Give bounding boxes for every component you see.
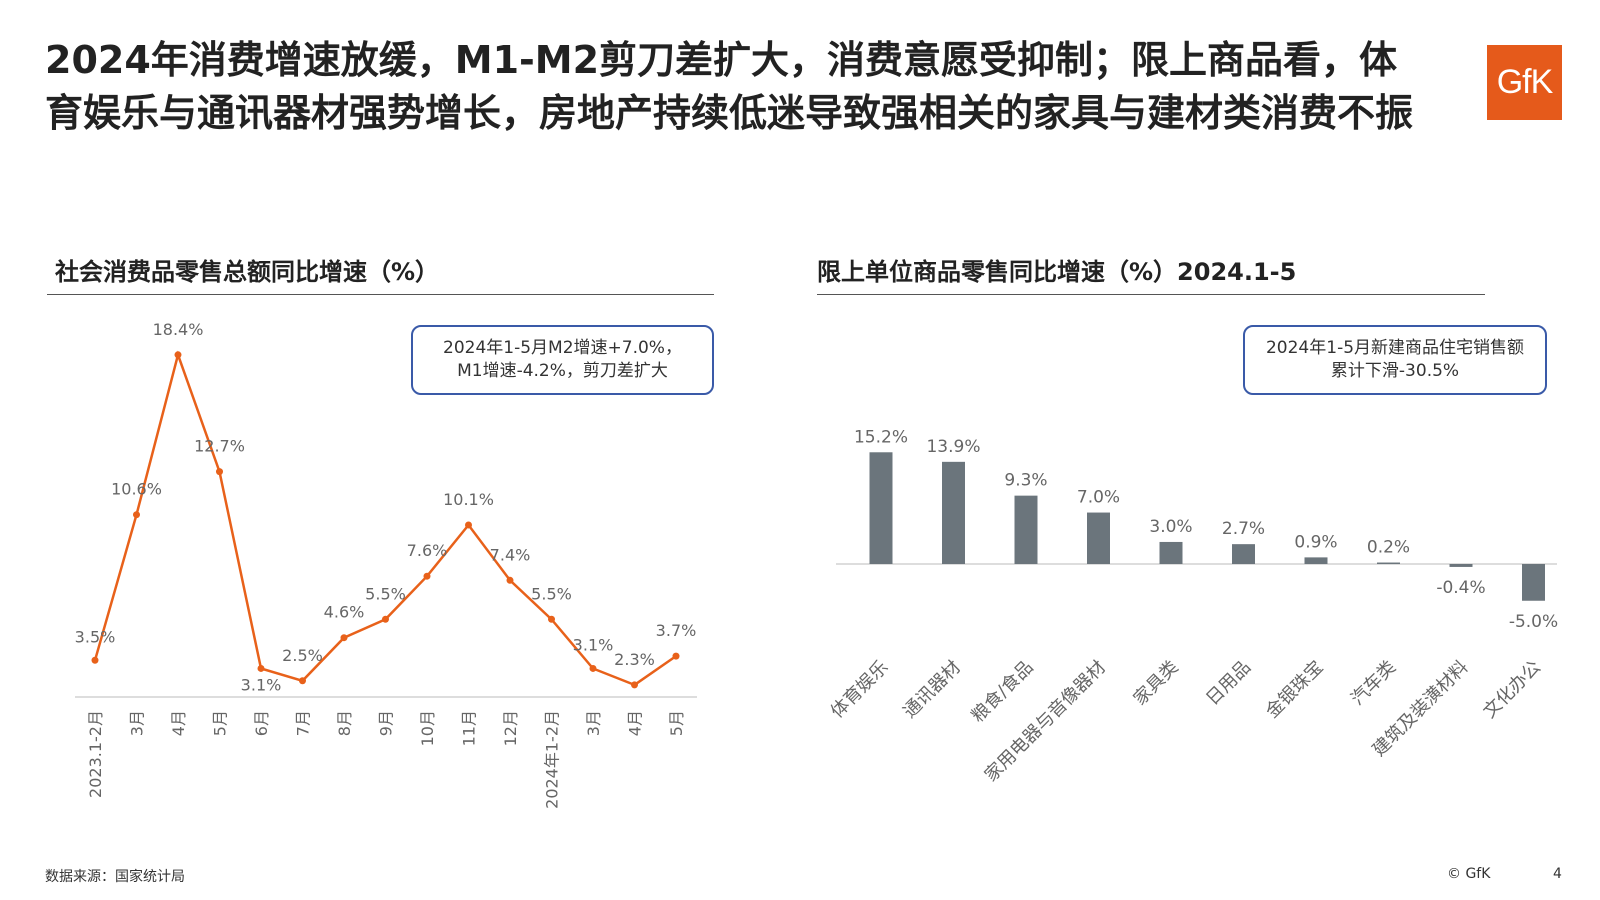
- bar-data-label: 2.7%: [1222, 519, 1265, 539]
- bar-category-label: 汽车类: [1347, 657, 1400, 710]
- bar: [1304, 557, 1328, 564]
- line-data-label: 7.6%: [407, 541, 448, 560]
- line-data-label: 18.4%: [153, 320, 204, 339]
- bar-category-label: 家具类: [1130, 657, 1183, 710]
- line-x-tick-label: 3月: [128, 710, 147, 736]
- bar-category-label: 文化办公: [1479, 657, 1545, 723]
- line-data-label: 3.5%: [75, 627, 116, 646]
- line-data-label: 2.3%: [614, 650, 655, 669]
- line-x-tick-label: 3月: [584, 710, 603, 736]
- line-x-tick-label: 5月: [211, 710, 230, 736]
- line-data-label: 5.5%: [365, 584, 406, 603]
- line-x-tick-label: 8月: [335, 710, 354, 736]
- bar: [869, 452, 893, 564]
- page-title: 2024年消费增速放缓，M1-M2剪刀差扩大，消费意愿受抑制；限上商品看，体育娱…: [45, 38, 1414, 135]
- line-data-label: 5.5%: [531, 584, 572, 603]
- line-point: [174, 351, 182, 359]
- line-x-tick-label: 4月: [626, 710, 645, 736]
- bar-data-label: 3.0%: [1149, 517, 1192, 537]
- bar-category-label: 家用电器与音像器材: [981, 657, 1110, 786]
- bar-category-label: 金银珠宝: [1262, 657, 1328, 723]
- bar: [1087, 512, 1110, 564]
- line-x-tick-label: 11月: [460, 710, 479, 746]
- left-divider: [47, 294, 714, 295]
- line-x-tick-label: 9月: [377, 710, 396, 736]
- bar-category-label: 体育娱乐: [827, 657, 893, 723]
- right-divider: [817, 294, 1485, 295]
- line-x-tick-label: 5月: [667, 710, 686, 736]
- bar: [1014, 495, 1038, 564]
- line-x-tick-label: 2023.1-2月: [86, 710, 105, 798]
- line-point: [589, 664, 597, 672]
- line-x-tick-label: 12月: [501, 710, 520, 746]
- bar-category-label: 通讯器材: [899, 657, 965, 723]
- line-point: [91, 656, 99, 664]
- right-chart-subtitle: 限上单位商品零售同比增速（%）2024.1-5: [817, 258, 1297, 286]
- bar-data-label: 9.3%: [1004, 471, 1047, 491]
- bar-data-label: -0.4%: [1436, 578, 1485, 598]
- line-data-label: 12.7%: [194, 437, 245, 456]
- bar-data-label: 7.0%: [1077, 488, 1120, 508]
- line-point: [506, 576, 514, 584]
- line-x-tick-label: 7月: [294, 710, 313, 736]
- page-number: 4: [1553, 866, 1562, 882]
- bar-data-label: 13.9%: [926, 437, 980, 457]
- line-point: [133, 511, 140, 519]
- line-point: [340, 634, 348, 642]
- line-data-label: 3.7%: [656, 621, 697, 640]
- line-data-label: 3.1%: [573, 635, 614, 654]
- line-data-label: 4.6%: [324, 603, 365, 622]
- housing-sales-note: 2024年1-5月新建商品住宅销售额 累计下滑-30.5%: [1243, 325, 1547, 395]
- m1-m2-note-line2: M1增速-4.2%，剪刀差扩大: [457, 361, 668, 381]
- housing-sales-note-line1: 2024年1-5月新建商品住宅销售额: [1265, 338, 1525, 358]
- bar-data-label: 0.2%: [1367, 538, 1410, 558]
- bar: [1522, 564, 1545, 601]
- line-data-label: 3.1%: [241, 675, 282, 694]
- line-x-tick-label: 2024年1-2月: [543, 710, 562, 809]
- bar: [1377, 562, 1400, 565]
- line-x-tick-label: 4月: [169, 710, 188, 736]
- line-point: [299, 677, 306, 685]
- line-data-label: 10.1%: [443, 490, 494, 509]
- bar: [942, 461, 965, 564]
- line-x-tick-label: 6月: [252, 710, 271, 736]
- line-data-label: 2.5%: [282, 646, 323, 665]
- line-point: [672, 652, 680, 660]
- bar-data-label: 0.9%: [1294, 532, 1337, 552]
- line-point: [465, 521, 472, 529]
- m1-m2-note: 2024年1-5月M2增速+7.0%， M1增速-4.2%，剪刀差扩大: [411, 325, 714, 395]
- gfk-logo: GfK: [1487, 45, 1562, 120]
- line-point: [631, 681, 638, 689]
- bar-data-label: 15.2%: [854, 427, 908, 447]
- copyright: © GfK: [1447, 866, 1491, 882]
- source-note: 数据来源：国家统计局: [45, 869, 185, 885]
- line-point: [257, 664, 265, 672]
- bar: [1159, 541, 1183, 564]
- line-point: [548, 615, 555, 623]
- bar-category-label: 日用品: [1202, 657, 1255, 710]
- bar: [1232, 544, 1255, 564]
- bar-category-label: 粮食/食品: [967, 657, 1037, 727]
- line-data-label: 10.6%: [111, 480, 162, 499]
- bar-data-label: -5.0%: [1509, 612, 1558, 632]
- m1-m2-note-line1: 2024年1-5月M2增速+7.0%，: [443, 338, 682, 358]
- left-chart-subtitle: 社会消费品零售总额同比增速（%）: [55, 258, 440, 286]
- line-point: [382, 615, 389, 623]
- housing-sales-note-line2: 累计下滑-30.5%: [1330, 361, 1460, 381]
- line-x-tick-label: 10月: [418, 710, 437, 746]
- bar: [1449, 564, 1473, 567]
- line-data-label: 7.4%: [490, 545, 531, 564]
- line-point: [216, 468, 223, 476]
- line-point: [423, 572, 431, 580]
